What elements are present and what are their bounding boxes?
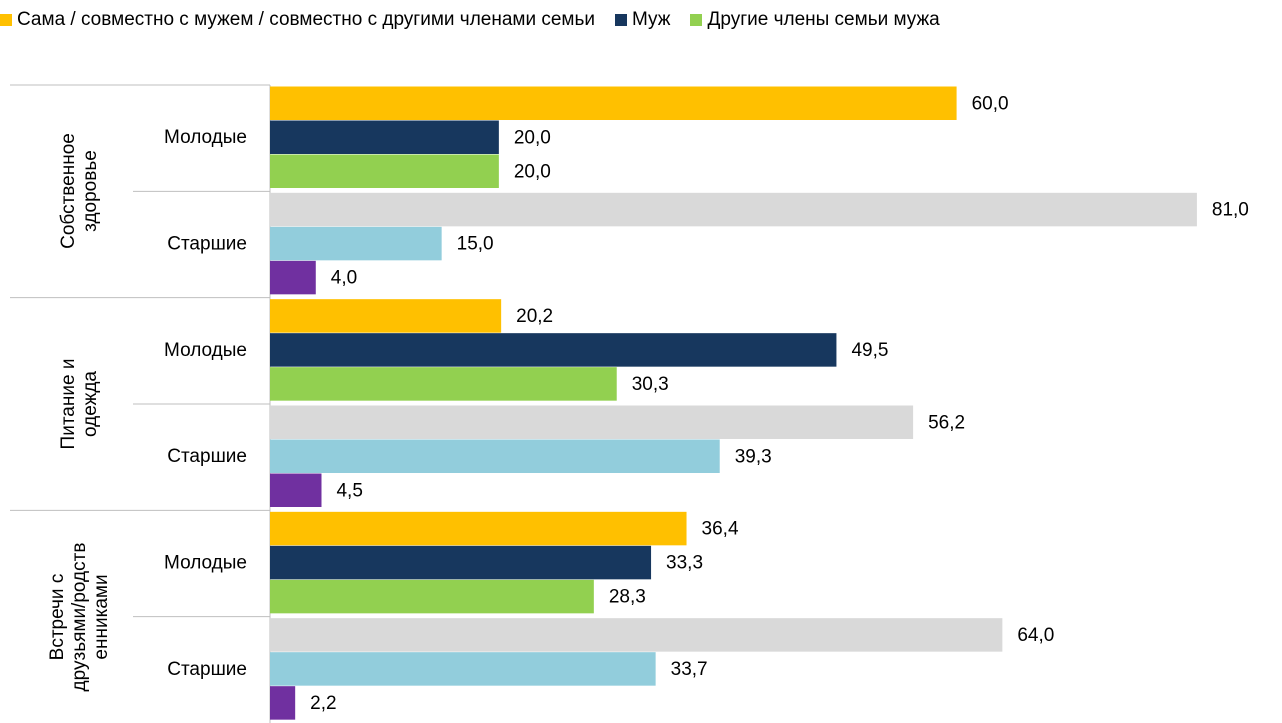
bar — [270, 545, 652, 580]
value-label: 33,3 — [666, 553, 703, 574]
legend-item: Муж — [615, 9, 670, 31]
value-label: 20,0 — [514, 161, 551, 182]
value-label: 56,2 — [928, 412, 965, 433]
legend: Сама / совместно с мужем / совместно с д… — [0, 9, 940, 31]
value-label: 4,0 — [331, 268, 357, 289]
bar — [270, 618, 1003, 652]
value-label: 60,0 — [972, 93, 1009, 114]
group-label: Встречи с друзьями/родств енниками — [47, 542, 112, 692]
value-label: 15,0 — [457, 234, 494, 255]
bar — [270, 405, 914, 439]
bar — [270, 511, 687, 546]
bar — [270, 86, 957, 120]
bar — [270, 439, 720, 473]
value-label: 81,0 — [1212, 200, 1249, 221]
value-label: 20,2 — [516, 306, 553, 327]
legend-label: Муж — [632, 9, 671, 30]
bar — [270, 473, 322, 507]
bar — [270, 154, 499, 188]
category-label: Старшие — [167, 234, 247, 255]
value-label: 2,2 — [310, 693, 336, 714]
category-label: Молодые — [164, 340, 247, 361]
value-label: 30,3 — [632, 374, 669, 395]
bar — [270, 686, 296, 720]
group-label: Собственное здоровье — [58, 133, 101, 250]
legend-swatch — [0, 14, 12, 26]
category-label: Старшие — [167, 659, 247, 680]
value-label: 39,3 — [735, 446, 772, 467]
legend-label: Сама / совместно с мужем / совместно с д… — [17, 9, 595, 30]
group-label: Питание и одежда — [58, 358, 101, 450]
category-label: Старшие — [167, 446, 247, 467]
category-label: Молодые — [164, 127, 247, 148]
value-label: 64,0 — [1017, 625, 1054, 646]
bar — [270, 299, 502, 333]
value-label: 36,4 — [702, 519, 739, 540]
legend-swatch — [690, 14, 703, 26]
bar — [270, 579, 594, 614]
bar — [270, 192, 1197, 227]
category-label: Молодые — [164, 553, 247, 574]
bar — [270, 226, 442, 261]
bar — [270, 260, 316, 295]
bar — [270, 333, 837, 367]
value-label: 4,5 — [336, 480, 362, 501]
bar — [270, 652, 656, 686]
legend-label: Другие члены семьи мужа — [707, 9, 940, 30]
legend-swatch — [615, 14, 627, 26]
value-label: 33,7 — [671, 659, 708, 680]
legend-item: Другие члены семьи мужа — [690, 9, 940, 31]
legend-item: Сама / совместно с мужем / совместно с д… — [0, 9, 595, 31]
value-label: 49,5 — [851, 340, 888, 361]
value-label: 20,0 — [514, 127, 551, 148]
bar — [270, 120, 499, 154]
bar — [270, 367, 617, 401]
value-label: 28,3 — [609, 587, 646, 608]
